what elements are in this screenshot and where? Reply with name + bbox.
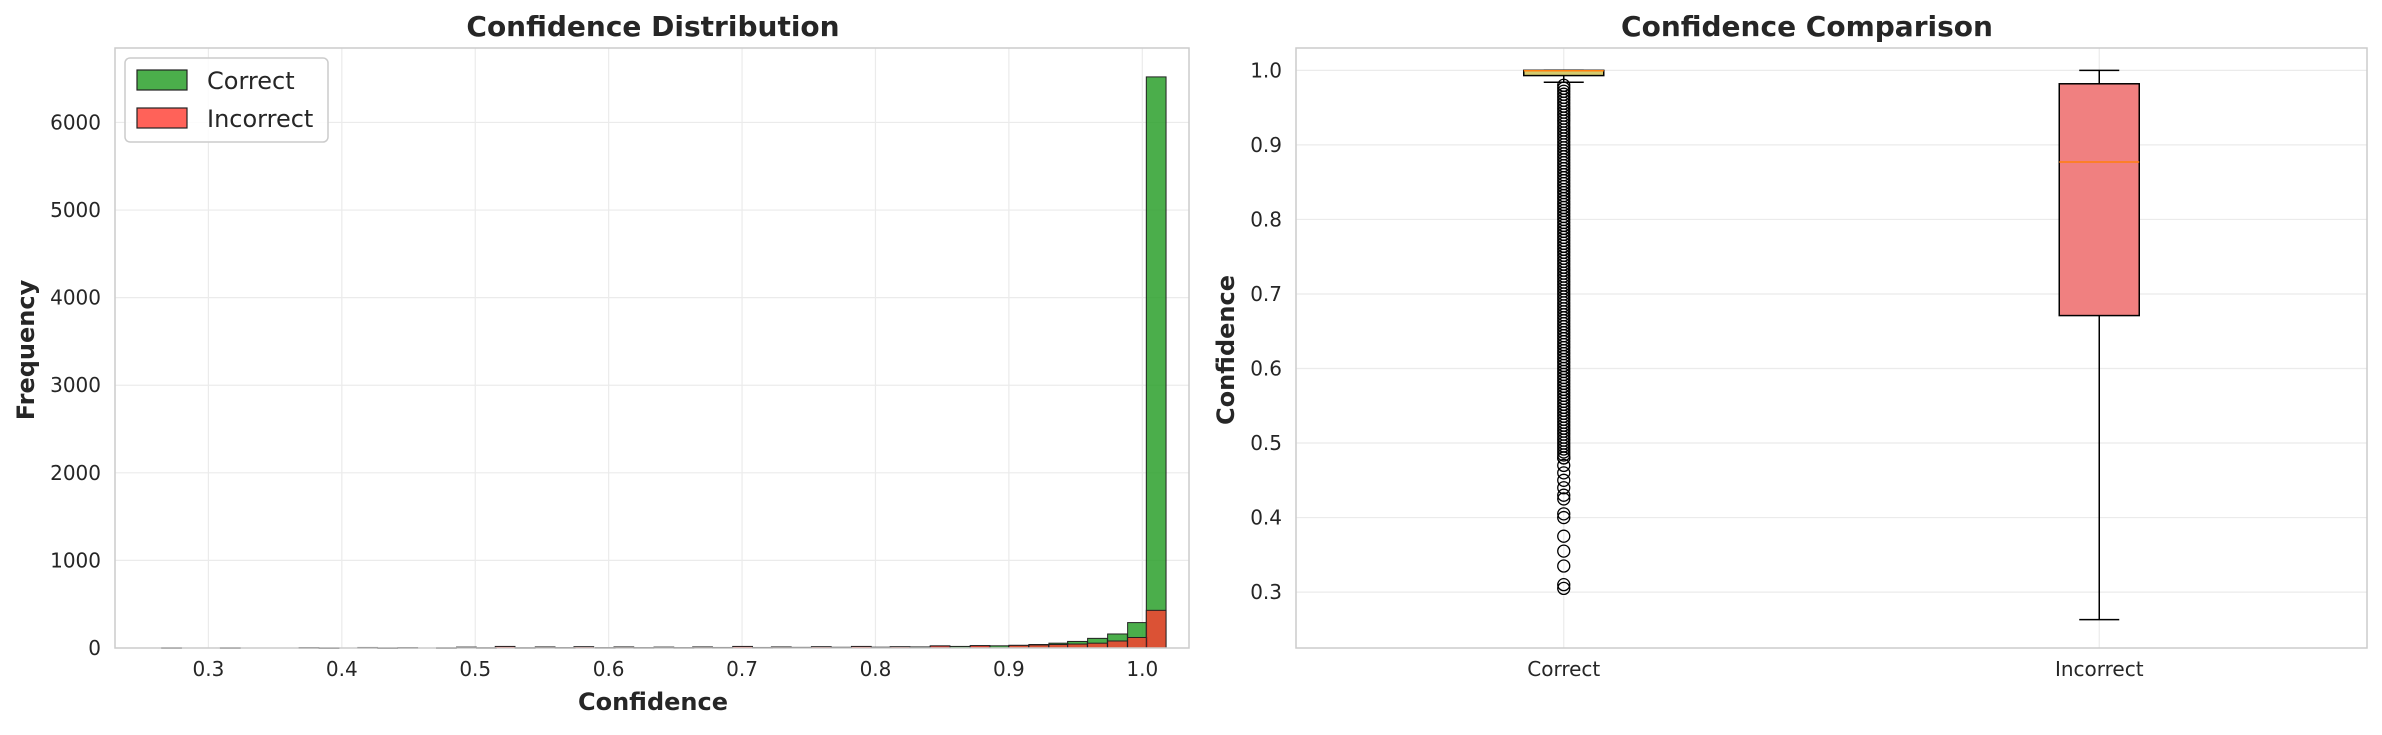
outlier-point bbox=[1557, 87, 1571, 101]
outlier-point bbox=[1557, 473, 1571, 487]
outlier-point bbox=[1557, 81, 1571, 95]
bar-incorrect bbox=[1145, 609, 1167, 649]
histogram-plot-frame bbox=[114, 47, 1190, 649]
outlier-point bbox=[1557, 510, 1571, 525]
histogram-y-axis-label: Frequency bbox=[12, 279, 40, 420]
boxplot-panel: Confidence Comparison Correct Incorrect 0… bbox=[1212, 10, 2368, 681]
x-tick-label: 0.6 bbox=[593, 657, 625, 681]
box-incorrect bbox=[2058, 69, 2140, 621]
outlier-point bbox=[1557, 481, 1571, 495]
histogram-title: Confidence Distribution bbox=[466, 10, 839, 43]
x-tick-label: 0.5 bbox=[459, 657, 491, 681]
x-tick-label: Correct bbox=[1527, 657, 1600, 681]
y-tick-label: 0.5 bbox=[1250, 431, 1282, 455]
bar-correct bbox=[1145, 76, 1167, 649]
y-tick-label: 0.4 bbox=[1250, 506, 1282, 530]
outlier-point bbox=[1557, 492, 1571, 506]
histogram-grid bbox=[115, 48, 1189, 649]
x-tick-label: 1.0 bbox=[1126, 657, 1158, 681]
outlier-point bbox=[1557, 458, 1571, 473]
y-tick-label: 1000 bbox=[50, 548, 101, 572]
outlier-point bbox=[1557, 507, 1571, 521]
y-tick-label: 5000 bbox=[50, 198, 101, 222]
histogram-x-ticks: 0.3 0.4 0.5 0.6 0.7 0.8 0.9 1.0 bbox=[192, 657, 1158, 681]
y-tick-label: 0.9 bbox=[1250, 133, 1282, 157]
y-tick-label: 0.7 bbox=[1250, 282, 1282, 306]
boxplot-y-ticks: 0.3 0.4 0.5 0.6 0.7 0.8 0.9 1.0 bbox=[1250, 58, 1282, 604]
boxplot-title: Confidence Comparison bbox=[1621, 10, 1993, 43]
x-tick-label: 0.4 bbox=[326, 657, 358, 681]
boxplot-boxes bbox=[1523, 69, 2140, 621]
boxplot-plot-frame bbox=[1295, 47, 2368, 649]
bar-incorrect bbox=[1107, 640, 1128, 649]
histogram-bars bbox=[161, 76, 1167, 649]
histogram-y-ticks: 0 1000 2000 3000 4000 5000 6000 bbox=[50, 110, 101, 660]
y-tick-label: 2000 bbox=[50, 461, 101, 485]
outlier-point bbox=[1557, 544, 1571, 558]
box-correct bbox=[1523, 69, 1605, 596]
y-tick-label: 1.0 bbox=[1250, 58, 1282, 82]
legend-label-correct: Correct bbox=[207, 67, 295, 95]
legend-swatch-incorrect bbox=[136, 107, 188, 129]
outlier-point bbox=[1557, 529, 1571, 543]
x-tick-label: 0.8 bbox=[860, 657, 892, 681]
boxplot-grid bbox=[1296, 48, 2367, 648]
y-tick-label: 4000 bbox=[50, 286, 101, 310]
y-tick-label: 0.3 bbox=[1250, 580, 1282, 604]
outlier-point bbox=[1557, 466, 1571, 480]
outlier-point bbox=[1557, 488, 1571, 502]
box-body bbox=[2058, 83, 2140, 317]
legend-label-incorrect: Incorrect bbox=[207, 105, 313, 133]
y-tick-label: 6000 bbox=[50, 110, 101, 134]
outlier-point bbox=[1557, 559, 1571, 573]
histogram-panel: Confidence Distribution 0.3 0.4 0.5 0.6 0.7 0… bbox=[12, 10, 1190, 716]
x-tick-label: 0.9 bbox=[993, 657, 1025, 681]
legend-swatch-correct bbox=[136, 69, 188, 91]
y-tick-label: 0.8 bbox=[1250, 207, 1282, 231]
outlier-point bbox=[1557, 78, 1571, 92]
y-tick-label: 0.6 bbox=[1250, 356, 1282, 380]
boxplot-y-axis-label: Confidence bbox=[1212, 275, 1240, 425]
outlier-point bbox=[1557, 84, 1571, 98]
bar-incorrect bbox=[1127, 636, 1148, 649]
y-tick-label: 3000 bbox=[50, 373, 101, 397]
histogram-x-axis-label: Confidence bbox=[578, 688, 728, 716]
x-tick-label: 0.7 bbox=[726, 657, 758, 681]
outlier-point bbox=[1557, 581, 1571, 596]
boxplot-x-ticks: Correct Incorrect bbox=[1527, 657, 2143, 681]
histogram-legend: Correct Incorrect bbox=[124, 57, 329, 143]
y-tick-label: 0 bbox=[88, 636, 101, 660]
outlier-point bbox=[1557, 577, 1571, 592]
x-tick-label: Incorrect bbox=[2055, 657, 2144, 681]
x-tick-label: 0.3 bbox=[192, 657, 224, 681]
